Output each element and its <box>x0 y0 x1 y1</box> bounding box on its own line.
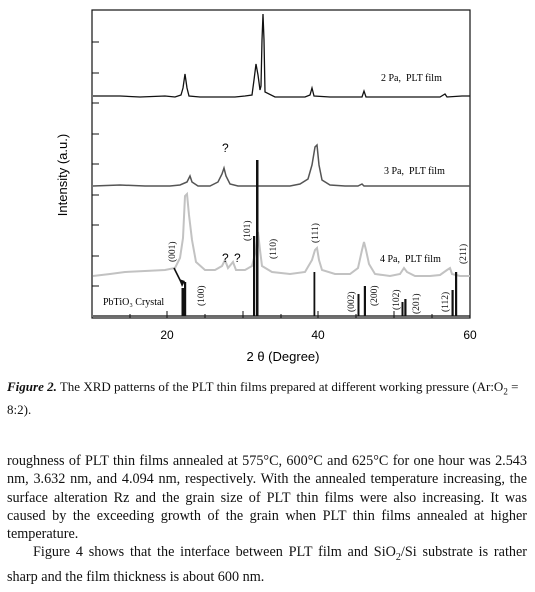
trace-4pa <box>92 191 470 278</box>
unknown-peak-3pa: ? <box>222 141 229 155</box>
stick-200 <box>363 286 366 316</box>
stick-002 <box>357 294 360 316</box>
peak-label-110: (110) <box>268 239 279 259</box>
paragraph-interface: Figure 4 shows that the interface betwee… <box>7 543 527 585</box>
caption-text: The XRD patterns of the PLT thin films p… <box>59 379 504 394</box>
peak-label-211: (211) <box>458 244 469 264</box>
peak-label-200: (200) <box>369 285 380 306</box>
trace-2pa <box>93 13 470 98</box>
paragraph-interface-a: Figure 4 shows that the interface betwee… <box>33 544 396 561</box>
y-axis-label: Intensity (a.u.) <box>55 134 70 216</box>
body-text: roughness of PLT thin films annealed at … <box>7 452 527 586</box>
peak-label-002: (002) <box>346 291 357 312</box>
x-tick-label-40: 40 <box>311 328 325 342</box>
peak-label-111: (111) <box>310 223 321 243</box>
stick-101 <box>253 236 256 316</box>
trace-3pa <box>92 143 470 187</box>
paragraph-interface-sub: 2 <box>395 552 401 564</box>
stick-001 <box>181 288 185 316</box>
x-axis-label: 2 θ (Degree) <box>247 349 320 364</box>
caption-tail: = 8:2). <box>7 379 519 417</box>
x-tick-label-20: 20 <box>160 328 174 342</box>
xrd-figure: 20 40 60 2 θ (Degree) Intensity (a.u.) <box>55 9 477 364</box>
unknown-peak-4pa-1: ? <box>222 251 229 265</box>
paragraph-roughness: roughness of PLT thin films annealed at … <box>7 453 527 543</box>
figure-caption: Figure 2. The XRD patterns of the PLT th… <box>7 378 527 418</box>
stick-201 <box>404 299 407 316</box>
paragraph-interface-b: /Si substrate is rather sharp and the fi… <box>7 544 528 585</box>
y-axis-ticks <box>92 41 99 287</box>
peak-label-001: (001) <box>167 241 178 262</box>
unknown-peak-4pa-2: ? <box>234 251 241 265</box>
stick-100 <box>184 282 187 316</box>
stick-111 <box>313 272 316 316</box>
caption-lead: Figure 2. <box>7 379 57 394</box>
label-2pa: 2 Pa, PLT film <box>381 73 442 84</box>
peak-label-112: (112) <box>440 292 451 312</box>
peak-label-102: (102) <box>391 289 402 310</box>
stick-112 <box>451 290 454 316</box>
label-3pa: 3 Pa, PLT film <box>384 166 445 177</box>
stick-110 <box>256 160 259 316</box>
stick-102 <box>401 302 404 316</box>
peak-label-100: (100) <box>196 285 207 306</box>
label-4pa: 4 Pa, PLT film <box>380 254 441 265</box>
reference-sticks <box>181 160 458 316</box>
stick-211 <box>455 272 458 316</box>
peak-label-101: (101) <box>242 220 253 241</box>
caption-subscript: 2 <box>503 386 508 397</box>
label-pbtio3: PbTiO₃ Crystal <box>103 297 164 308</box>
arrow-head-icon <box>179 279 185 287</box>
x-tick-label-60: 60 <box>463 328 477 342</box>
peak-label-201: (201) <box>411 293 422 314</box>
